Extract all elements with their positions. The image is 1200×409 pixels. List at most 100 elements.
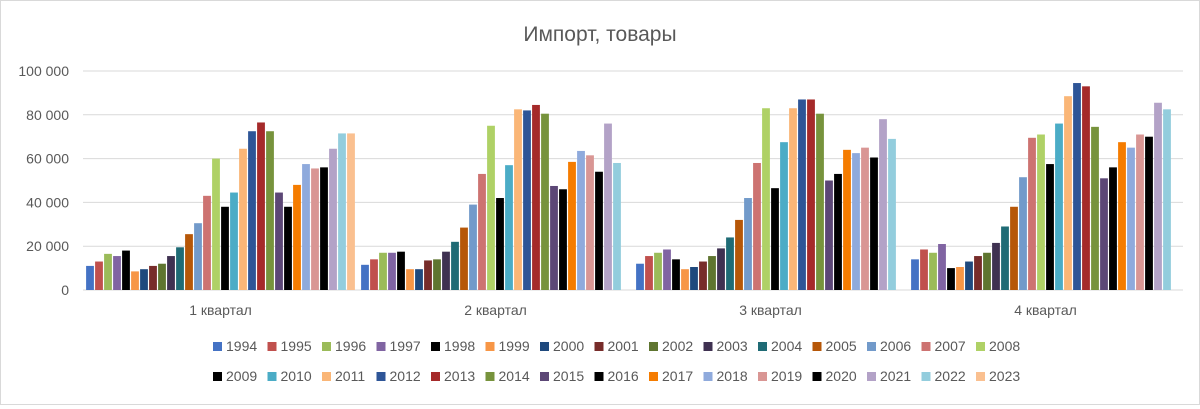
legend-item-2016: 2016: [594, 368, 639, 384]
bar-2001-q2: [424, 260, 432, 290]
legend-swatch: [540, 342, 549, 351]
legend-label: 2009: [226, 368, 257, 384]
bar-2022-q4: [1163, 109, 1171, 290]
bar-2019-q4: [1136, 134, 1144, 290]
legend-label: 2007: [935, 338, 966, 354]
bar-2020-q1: [320, 167, 328, 290]
legend-swatch: [431, 372, 440, 381]
legend-label: 2006: [880, 338, 911, 354]
bar-2014-q3: [816, 113, 824, 290]
bar-2018-q2: [577, 150, 585, 290]
legend-swatch: [485, 342, 495, 351]
legend-label: 2020: [826, 368, 857, 384]
bar-1996-q2: [379, 252, 387, 290]
bar-2013-q4: [1082, 86, 1090, 290]
y-tick-label: 60 000: [26, 151, 69, 167]
bar-2017-q2: [568, 161, 576, 290]
legend-swatch: [376, 372, 386, 381]
legend-label: 2002: [662, 338, 693, 354]
legend-swatch: [976, 372, 985, 381]
legend-label: 2013: [444, 368, 475, 384]
bar-1995-q2: [370, 259, 378, 290]
bar-1998-q3: [672, 259, 680, 290]
legend-swatch: [921, 372, 931, 381]
bar-2003-q4: [992, 242, 1000, 290]
bar-2004-q3: [726, 237, 734, 290]
y-tick-label: 100 000: [18, 63, 69, 79]
legend-item-2013: 2013: [431, 368, 475, 384]
legend-swatch: [703, 372, 713, 381]
y-tick-label: 40 000: [26, 194, 69, 210]
bar-2011-q3: [789, 108, 797, 290]
bar-2004-q4: [1001, 226, 1009, 290]
bar-1999-q1: [131, 271, 139, 290]
bar-2021-q4: [1154, 102, 1162, 290]
bar-2004-q1: [176, 247, 184, 290]
legend-item-2011: 2011: [322, 368, 365, 384]
legend-label: 2014: [499, 368, 530, 384]
bar-2010-q2: [505, 165, 513, 290]
bar-2012-q2: [523, 110, 531, 290]
bar-2016-q2: [559, 189, 567, 290]
legend-swatch: [649, 342, 658, 351]
legend-swatch: [322, 342, 331, 351]
bar-2015-q2: [550, 185, 558, 290]
x-tick-label: 1 квартал: [189, 302, 252, 318]
bar-2013-q1: [257, 122, 265, 290]
bar-2000-q4: [965, 261, 973, 290]
y-tick-label: 0: [61, 282, 69, 298]
legend-label: 2023: [989, 368, 1020, 384]
legend-label: 2008: [989, 338, 1020, 354]
bar-1998-q1: [122, 250, 130, 290]
legend-item-1997: 1997: [376, 338, 421, 354]
bar-2011-q4: [1064, 96, 1072, 290]
bar-1997-q2: [388, 252, 396, 290]
bar-2010-q3: [780, 142, 788, 290]
bar-2009-q3: [771, 188, 779, 290]
bar-2019-q1: [311, 168, 319, 290]
bar-2006-q3: [744, 198, 752, 290]
legend-swatch: [703, 342, 713, 351]
legend-item-2007: 2007: [921, 338, 966, 354]
bar-2013-q2: [532, 104, 540, 290]
bar-1998-q4: [947, 268, 955, 290]
legend-item-1994: 1994: [213, 338, 257, 354]
bar-2018-q4: [1127, 147, 1135, 290]
y-tick-label: 80 000: [26, 107, 69, 123]
bar-1997-q4: [938, 244, 946, 290]
legend-item-2008: 2008: [976, 338, 1020, 354]
bar-2009-q1: [221, 206, 229, 290]
legend-item-2018: 2018: [703, 368, 748, 384]
bar-2000-q3: [690, 267, 698, 290]
bar-2009-q4: [1046, 164, 1054, 290]
legend-item-2022: 2022: [921, 368, 966, 384]
bar-2001-q3: [699, 261, 707, 290]
bar-2016-q4: [1109, 167, 1117, 290]
legend-item-2012: 2012: [376, 368, 421, 384]
bar-2016-q3: [834, 173, 842, 290]
bar-2015-q1: [275, 192, 283, 290]
bar-2003-q1: [167, 256, 175, 290]
legend-item-2014: 2014: [485, 368, 530, 384]
legend-item-1995: 1995: [267, 338, 312, 354]
bar-2020-q4: [1145, 136, 1153, 290]
bar-2020-q3: [870, 157, 878, 290]
legend-item-2015: 2015: [540, 368, 584, 384]
legend-swatch: [540, 372, 549, 381]
legend-swatch: [431, 342, 440, 351]
legend-item-2002: 2002: [649, 338, 693, 354]
legend-item-2017: 2017: [649, 368, 693, 384]
bar-1998-q2: [397, 251, 405, 290]
legend-item-2021: 2021: [867, 368, 911, 384]
legend-swatch: [322, 372, 331, 381]
bar-2016-q1: [284, 206, 292, 290]
legend-label: 2019: [771, 368, 802, 384]
bar-2006-q4: [1019, 177, 1027, 290]
bar-2010-q1: [230, 192, 238, 290]
bar-2005-q1: [185, 234, 193, 290]
bar-2006-q1: [194, 223, 202, 290]
legend-label: 1997: [390, 338, 421, 354]
bar-2005-q4: [1010, 206, 1018, 290]
bar-2001-q4: [974, 256, 982, 290]
